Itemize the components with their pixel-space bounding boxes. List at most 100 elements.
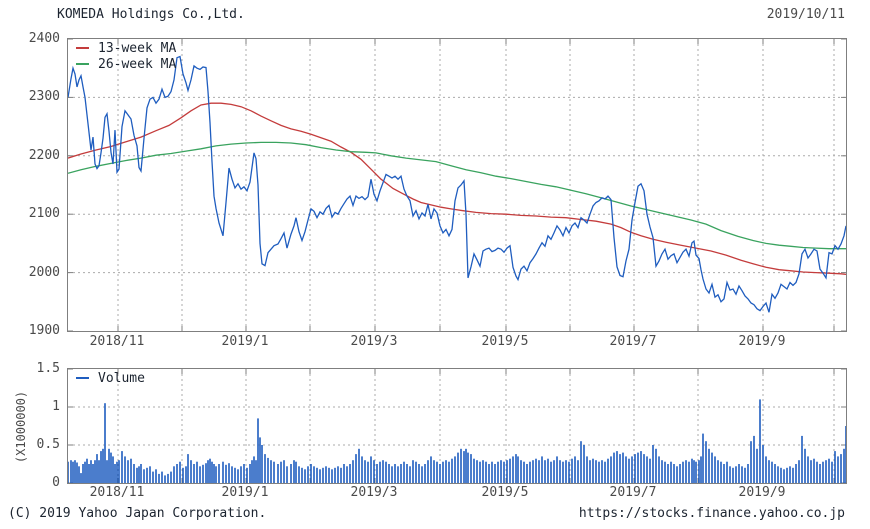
volume-bar xyxy=(693,460,695,483)
volume-bar xyxy=(732,467,734,483)
volume-bar xyxy=(167,473,169,483)
volume-bar xyxy=(127,460,129,483)
volume-bar xyxy=(795,464,797,483)
volume-bar xyxy=(574,456,576,483)
volume-bar xyxy=(196,461,198,483)
month-label: 2018/11 xyxy=(89,334,145,349)
volume-bar xyxy=(676,466,678,483)
volume-bar xyxy=(255,460,257,483)
volume-bar xyxy=(595,460,597,483)
volume-bar xyxy=(488,464,490,483)
volume-bar xyxy=(568,461,570,483)
volume-bar xyxy=(550,461,552,483)
volume-bar xyxy=(406,464,408,483)
volume-bar xyxy=(397,466,399,483)
volume-bar xyxy=(102,448,104,483)
volume-bar xyxy=(394,464,396,483)
legend-label-volume: Volume xyxy=(98,371,145,386)
volume-bar xyxy=(520,460,522,483)
legend-label-ma26: 26-week MA xyxy=(98,57,177,72)
volume-bar xyxy=(529,461,531,483)
volume-bar xyxy=(331,469,333,483)
volume-bar xyxy=(768,460,770,483)
price-tick-label: 1900 xyxy=(28,323,60,338)
volume-bar xyxy=(834,451,836,483)
volume-bar xyxy=(451,458,453,483)
volume-bar xyxy=(114,464,116,483)
volume-bar xyxy=(753,435,755,483)
volume-bar xyxy=(801,435,803,483)
volume-bar xyxy=(622,452,624,483)
volume-bar xyxy=(78,466,80,483)
volume-bar xyxy=(215,466,217,483)
volume-bar xyxy=(106,460,108,483)
volume-bar xyxy=(652,445,654,483)
volume-bar xyxy=(267,457,269,483)
volume-bar xyxy=(619,454,621,483)
price-chart-plot[interactable] xyxy=(67,38,847,332)
volume-bar xyxy=(370,456,372,483)
volume-bar xyxy=(190,460,192,483)
volume-bar xyxy=(616,451,618,483)
volume-bar xyxy=(352,460,354,483)
volume-bar xyxy=(526,464,528,483)
volume-bar xyxy=(280,461,282,483)
volume-bar xyxy=(711,452,713,483)
volume-bar xyxy=(634,454,636,483)
volume-bar xyxy=(367,461,369,483)
volume-bar xyxy=(804,448,806,483)
volume-bar xyxy=(146,467,148,483)
volume-bar xyxy=(259,437,261,483)
volume-bar xyxy=(698,460,700,483)
volume-bar xyxy=(436,461,438,483)
legend-label-ma13: 13-week MA xyxy=(98,41,177,56)
volume-bar xyxy=(358,448,360,483)
volume-bar xyxy=(553,460,555,483)
volume-bar xyxy=(373,460,375,483)
volume-bar xyxy=(82,464,84,483)
volume-bar xyxy=(448,461,450,483)
volume-bar xyxy=(304,469,306,483)
volume-bar xyxy=(494,464,496,483)
legend-item-ma13: 13-week MA xyxy=(76,41,176,56)
volume-bar xyxy=(430,456,432,483)
volume-bar xyxy=(559,460,561,483)
volume-bar xyxy=(604,461,606,483)
volume-bar xyxy=(637,452,639,483)
volume-bar xyxy=(685,460,687,483)
legend-item-ma26: 26-week MA xyxy=(76,57,176,72)
price-tick-label: 2300 xyxy=(28,89,60,105)
volume-bar xyxy=(84,461,86,483)
source-url[interactable]: https://stocks.finance.yahoo.co.jp xyxy=(578,506,845,521)
volume-bar xyxy=(249,464,251,483)
volume-bar xyxy=(343,464,345,483)
volume-bar xyxy=(112,456,114,483)
volume-tick-label: 1.5 xyxy=(36,361,60,376)
volume-bar xyxy=(427,460,429,483)
volume-bar xyxy=(140,464,142,483)
volume-bar xyxy=(237,469,239,483)
volume-bar xyxy=(726,461,728,483)
volume-bar xyxy=(346,466,348,483)
volume-bar xyxy=(385,461,387,483)
volume-bar xyxy=(301,467,303,483)
volume-bar xyxy=(222,461,224,483)
volume-bar xyxy=(845,426,846,483)
ma13-line-swatch-icon xyxy=(76,47,89,49)
volume-bar xyxy=(688,461,690,483)
volume-axis-unit-label: (X1000000) xyxy=(14,390,28,464)
volume-bar xyxy=(240,466,242,483)
volume-bar xyxy=(673,464,675,483)
volume-bar xyxy=(257,418,259,483)
volume-tick-label: 0 xyxy=(52,475,60,490)
volume-bar xyxy=(500,460,502,483)
volume-bar xyxy=(610,456,612,483)
volume-chart-plot[interactable] xyxy=(67,368,847,484)
volume-bar xyxy=(218,464,220,483)
volume-bar xyxy=(130,458,132,483)
volume-bar xyxy=(96,454,98,483)
price-tick-label: 2100 xyxy=(28,206,60,222)
volume-bar xyxy=(313,466,315,483)
volume-bar xyxy=(185,466,187,483)
